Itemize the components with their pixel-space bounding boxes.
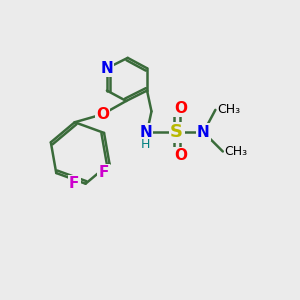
Text: O: O: [96, 107, 109, 122]
Text: O: O: [174, 148, 187, 164]
Text: N: N: [139, 125, 152, 140]
Text: CH₃: CH₃: [224, 145, 248, 158]
Text: CH₃: CH₃: [217, 103, 240, 116]
Text: F: F: [69, 176, 80, 191]
Text: S: S: [170, 123, 183, 141]
Text: H: H: [141, 138, 150, 151]
Text: O: O: [174, 101, 187, 116]
Text: N: N: [197, 125, 210, 140]
Text: N: N: [100, 61, 113, 76]
Text: F: F: [98, 165, 109, 180]
